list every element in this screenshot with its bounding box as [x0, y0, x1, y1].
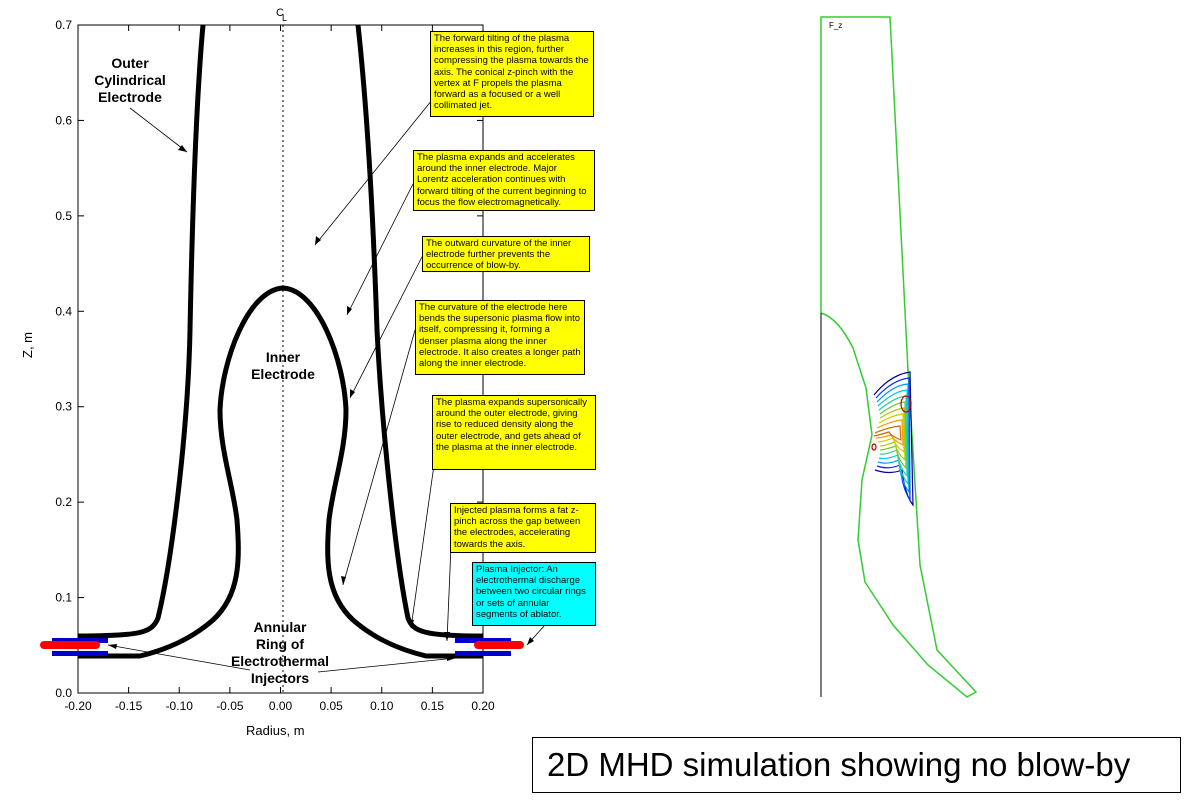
- injectors-label-line4: Injectors: [250, 670, 310, 686]
- y-tick-label: 0.4: [55, 304, 72, 318]
- simulation-corner-label: F_z: [829, 21, 842, 30]
- note-forward-tilting: The forward tilting of the plasma increa…: [430, 31, 594, 117]
- y-tick-label: 0.2: [55, 495, 72, 509]
- x-tick-label: 0.10: [370, 699, 394, 713]
- arrow-heads: [108, 145, 534, 661]
- centerline-sub: L: [282, 13, 287, 23]
- outer-electrode-left-wall: [77, 24, 206, 639]
- inner-electrode-label-line2: Electrode: [251, 366, 315, 382]
- note-electrode-curvature: The curvature of the electrode here bend…: [415, 300, 585, 375]
- simulation-panel: F_z: [820, 16, 978, 698]
- x-tick-label: -0.05: [216, 699, 244, 713]
- centerline-label: C: [276, 7, 284, 19]
- y-tick-label: 0.6: [55, 113, 72, 127]
- y-tick-label: 0.3: [55, 400, 72, 414]
- y-tick-label: 0.7: [55, 18, 72, 32]
- note-injected-plasma: Injected plasma forms a fat z-pinch acro…: [450, 503, 596, 553]
- right-injector: [455, 638, 524, 656]
- injectors-label-line3: Electrothermal: [230, 653, 330, 669]
- x-axis-ticks: -0.20 -0.15 -0.10 -0.05 0.00 0.05 0.10 0.15 0.20: [64, 25, 495, 713]
- y-tick-label: 0.0: [55, 686, 72, 700]
- outer-electrode-label-line1: Outer: [111, 55, 149, 71]
- injectors-label-line2: Ring of: [255, 636, 305, 652]
- note-expansion-acceleration: The plasma expands and accelerates aroun…: [413, 150, 595, 211]
- outer-electrode-label-line2: Cylindrical: [94, 72, 166, 88]
- injectors-label: Annular Ring of Electrothermal Injectors: [218, 619, 342, 687]
- injectors-label-line1: Annular: [253, 619, 307, 635]
- x-axis-title: Radius, m: [246, 723, 305, 738]
- y-axis-title: Z, m: [20, 332, 35, 358]
- outer-electrode-label-line3: Electrode: [98, 89, 162, 105]
- note-plasma-injector: Plasma Injector: An electrothermal disch…: [472, 562, 596, 626]
- y-tick-label: 0.1: [55, 591, 72, 605]
- x-tick-label: 0.20: [471, 699, 495, 713]
- simulation-boundary: [820, 16, 978, 698]
- note-outward-curvature: The outward curvature of the inner elect…: [422, 236, 590, 272]
- outer-electrode-right-wall: [355, 24, 484, 639]
- x-tick-label: 0.15: [421, 699, 445, 713]
- inner-electrode-label: Inner Electrode: [238, 349, 328, 383]
- y-axis-ticks: 0.0 0.1 0.2 0.3 0.4 0.5 0.6 0.7: [55, 18, 483, 700]
- outer-electrode-label: Outer Cylindrical Electrode: [84, 55, 176, 106]
- x-tick-label: -0.10: [166, 699, 194, 713]
- x-tick-label: -0.20: [64, 699, 92, 713]
- x-tick-label: 0.00: [269, 699, 293, 713]
- inner-electrode: [78, 285, 483, 659]
- note-supersonic-expansion: The plasma expands supersonically around…: [432, 395, 596, 470]
- x-tick-label: 0.05: [319, 699, 343, 713]
- left-injector: [40, 638, 108, 656]
- density-contours: [871, 371, 914, 507]
- caption-box: 2D MHD simulation showing no blow-by: [532, 737, 1181, 793]
- y-tick-label: 0.5: [55, 209, 72, 223]
- x-tick-label: -0.15: [115, 699, 143, 713]
- inner-electrode-label-line1: Inner: [265, 349, 301, 365]
